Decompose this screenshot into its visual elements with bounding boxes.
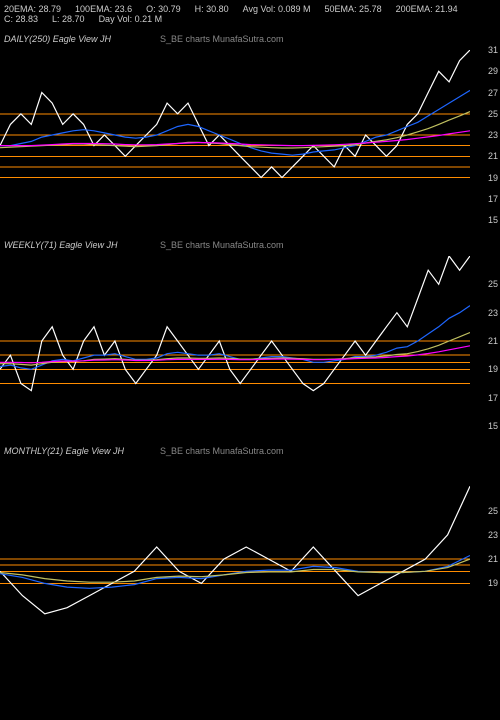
axis-tick: 17 (488, 194, 498, 204)
axis-tick: 25 (488, 109, 498, 119)
axis-tick: 19 (488, 578, 498, 588)
axis-tick: 21 (488, 554, 498, 564)
stat-item: 100EMA: 23.6 (75, 4, 132, 14)
y-axis: 25 23 21 19 (470, 462, 500, 632)
chart-title: WEEKLY(71) Eagle View JH (4, 240, 118, 250)
stat-item: Avg Vol: 0.089 M (243, 4, 311, 14)
series-price (0, 486, 470, 614)
stat-item: Day Vol: 0.21 M (99, 14, 163, 24)
stat-item: 50EMA: 25.78 (325, 4, 382, 14)
axis-tick: 23 (488, 130, 498, 140)
stat-item: H: 30.80 (195, 4, 229, 14)
stat-item: 20EMA: 28.79 (4, 4, 61, 14)
axis-tick: 29 (488, 66, 498, 76)
y-axis: 312927252321191715 (470, 50, 500, 220)
axis-tick: 25 (488, 279, 498, 289)
top-stats-bar: 20EMA: 28.79 100EMA: 23.6 O: 30.79 H: 30.80… (4, 4, 496, 24)
series-price (0, 256, 470, 391)
stat-item: C: 28.83 (4, 14, 38, 24)
axis-tick: 19 (488, 173, 498, 183)
axis-tick: 21 (488, 151, 498, 161)
y-axis: 252321191715 (470, 256, 500, 426)
axis-tick: 23 (488, 530, 498, 540)
axis-tick: 23 (488, 308, 498, 318)
chart-block: WEEKLY(71) Eagle View JH S_BE charts Muna… (0, 240, 500, 426)
chart-subtitle: S_BE charts MunafaSutra.com (160, 240, 284, 250)
axis-tick: 25 (488, 506, 498, 516)
axis-tick: 15 (488, 421, 498, 431)
axis-tick: 31 (488, 45, 498, 55)
axis-tick: 21 (488, 336, 498, 346)
stat-item: L: 28.70 (52, 14, 85, 24)
chart-title: MONTHLY(21) Eagle View JH (4, 446, 124, 456)
chart-subtitle: S_BE charts MunafaSutra.com (160, 34, 284, 44)
stat-item: O: 30.79 (146, 4, 181, 14)
chart-subtitle: S_BE charts MunafaSutra.com (160, 446, 284, 456)
chart-block: MONTHLY(21) Eagle View JH S_BE charts Mun… (0, 446, 500, 632)
axis-tick: 15 (488, 215, 498, 225)
axis-tick: 17 (488, 393, 498, 403)
axis-tick: 27 (488, 88, 498, 98)
stat-item: 200EMA: 21.94 (396, 4, 458, 14)
chart-title: DAILY(250) Eagle View JH (4, 34, 111, 44)
axis-tick: 19 (488, 364, 498, 374)
series-ema50 (0, 131, 470, 146)
chart-block: DAILY(250) Eagle View JH S_BE charts Muna… (0, 34, 500, 220)
series-ema2 (0, 559, 470, 582)
